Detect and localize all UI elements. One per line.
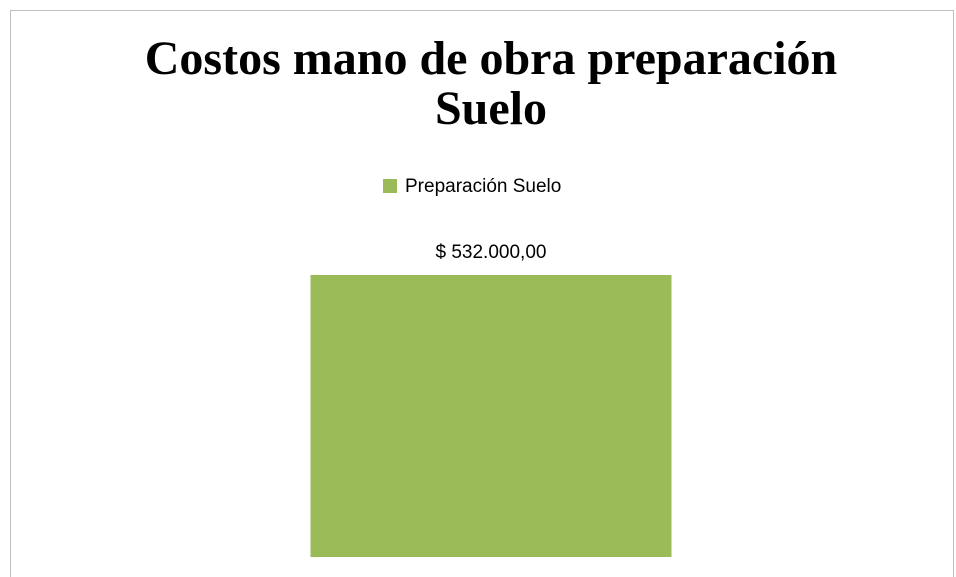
chart-title: Costos mano de obra preparación Suelo	[144, 32, 838, 135]
bar	[310, 275, 672, 557]
legend-swatch	[383, 179, 397, 193]
data-label: $ 532.000,00	[436, 242, 547, 263]
legend-label: Preparación Suelo	[405, 176, 561, 197]
chart-frame	[10, 10, 954, 577]
